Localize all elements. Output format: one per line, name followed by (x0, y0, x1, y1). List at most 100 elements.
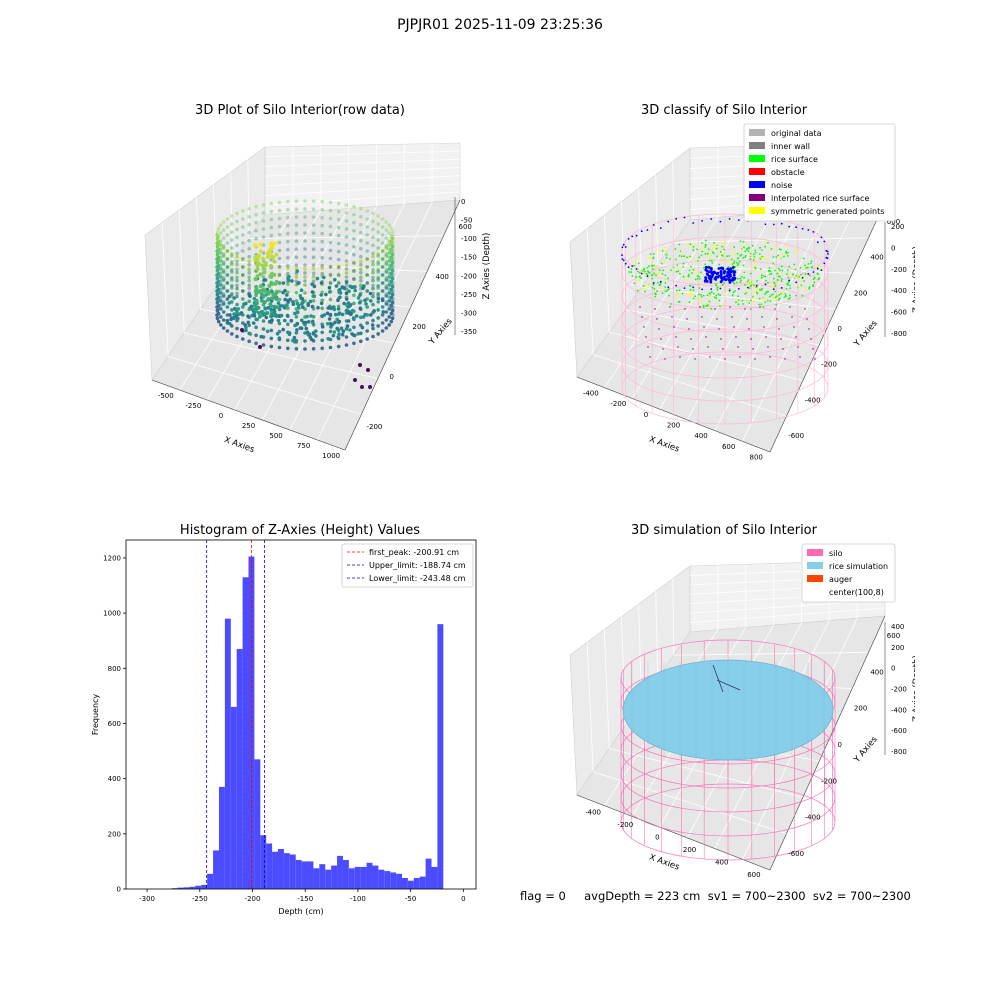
p2-rice-point (688, 269, 691, 272)
p2-symmetric-point (816, 265, 818, 268)
panel1-title: 3D Plot of Silo Interior(row data) (195, 103, 405, 118)
p2-rice-point (747, 250, 750, 253)
p2-rice-point (753, 256, 756, 258)
p1-data-point (376, 278, 380, 282)
p1-y-axis (344, 199, 461, 451)
p2-rice-point (694, 295, 696, 298)
p2-rice-point (721, 245, 724, 248)
p1-data-point (328, 280, 333, 285)
p2-interpolated-point (752, 348, 754, 350)
p1-data-point (389, 266, 394, 271)
p2-noise-point (816, 267, 819, 270)
p2-rice-point (643, 267, 646, 270)
p2-rice-point (777, 267, 780, 270)
p2-y-tick-label: -600 (788, 432, 804, 440)
p2-symmetric-point (700, 282, 702, 285)
p1-data-point (300, 318, 304, 323)
p1-data-point (294, 223, 299, 227)
p1-data-point (235, 262, 239, 267)
p1-data-point (219, 263, 223, 267)
p2-rice-point (661, 250, 664, 252)
p2-rice-point (719, 250, 722, 253)
p2-rice-point (749, 299, 752, 302)
p1-data-point (215, 284, 220, 289)
p1-gridline (261, 206, 377, 421)
p2-rice-point (730, 258, 733, 261)
p1-data-point (387, 295, 392, 299)
p2-rice-point (813, 281, 816, 284)
p1-data-point (364, 302, 368, 306)
p1-data-point (216, 234, 221, 239)
p1-data-point (260, 312, 265, 317)
p1-gridline (289, 204, 405, 431)
p1-data-point (365, 209, 369, 213)
p2-rice-point (692, 249, 695, 252)
p1-data-point (376, 324, 380, 328)
p1-data-point (384, 284, 389, 288)
p2-noise-point (820, 269, 823, 271)
p1-data-point (258, 272, 263, 277)
p2-symmetric-point (755, 287, 758, 290)
p4-y-tick-label: 400 (870, 668, 883, 676)
p2-rice-point (739, 254, 741, 257)
p1-data-point (215, 305, 219, 309)
p2-rice-point (700, 293, 702, 296)
p1-data-point (389, 279, 394, 284)
p1-z-tick-label: -300 (461, 309, 477, 317)
p1-data-point (320, 207, 324, 212)
p1-data-point (230, 262, 234, 266)
p2-symmetric-point (753, 300, 756, 302)
p1-data-point (389, 290, 394, 295)
p1-data-point (216, 258, 221, 263)
p1-data-point (389, 263, 394, 268)
histogram-x-tick-label: -100 (350, 895, 366, 903)
p1-data-point (247, 262, 251, 267)
p2-interpolated-point (761, 316, 763, 318)
p2-gridline (742, 204, 858, 442)
p1-data-point (235, 291, 239, 296)
p1-data-point (277, 273, 282, 278)
p2-interpolated-point (724, 358, 726, 360)
p1-data-point (344, 211, 349, 215)
p1-data-point (247, 278, 251, 283)
p1-data-point (363, 312, 367, 317)
p1-data-point (390, 284, 395, 289)
p2-legend-label: inner wall (771, 142, 810, 151)
p2-rice-point (780, 278, 783, 280)
p1-y-tick-label: 400 (436, 273, 449, 281)
p1-data-point (387, 279, 392, 283)
p1-data-point (221, 318, 226, 322)
panel2-3d-plot: -400-2000200400600800-600-400-2000200400… (569, 123, 915, 462)
p1-data-point (295, 269, 299, 273)
p2-rice-point (742, 303, 744, 305)
p2-rice-point (668, 294, 670, 297)
p1-data-point (215, 293, 220, 298)
p2-rice-point (810, 260, 813, 263)
p2-rice-point (713, 296, 716, 299)
p1-data-point (230, 278, 234, 282)
p2-rice-point (743, 246, 745, 249)
p1-outlier-point (358, 363, 362, 367)
p1-gridline (317, 201, 433, 441)
p1-data-point (266, 291, 271, 296)
p2-interpolated-point (649, 356, 651, 358)
p1-data-point (216, 250, 221, 255)
p1-data-point (376, 316, 380, 320)
p2-legend (743, 123, 896, 222)
p1-data-point (235, 286, 239, 291)
p1-data-point (303, 263, 307, 267)
p1-data-point (376, 276, 380, 280)
p1-data-point (258, 249, 263, 254)
p1-data-point (376, 296, 381, 301)
p2-interpolated-point (677, 346, 679, 348)
histogram-x-tick-label: -200 (245, 895, 261, 903)
p1-data-point (344, 335, 349, 339)
p2-noise-point (631, 265, 634, 267)
status-footer: flag = 0 avgDepth = 223 cm sv1 = 700~230… (520, 889, 911, 903)
p1-data-point (387, 239, 392, 243)
p1-data-point (253, 243, 258, 248)
p1-data-point (254, 212, 258, 217)
p4-gridline (672, 578, 675, 656)
p1-data-point (371, 243, 375, 248)
p2-rice-point (759, 258, 762, 260)
